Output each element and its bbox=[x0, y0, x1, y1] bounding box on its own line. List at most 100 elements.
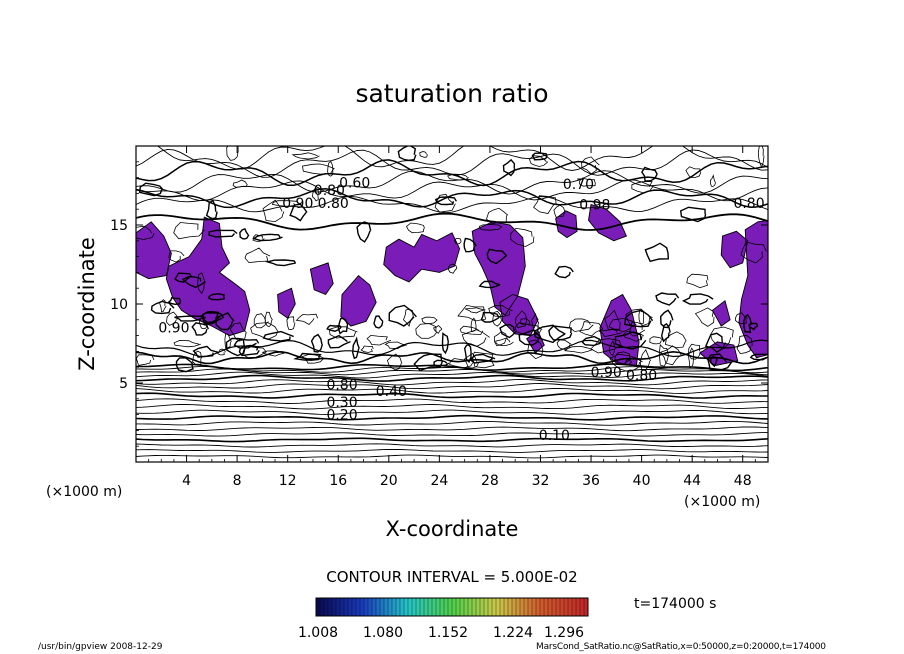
shaded-region-5 bbox=[383, 232, 460, 282]
colorbar-segment bbox=[456, 598, 461, 616]
contour-squiggle bbox=[252, 234, 265, 242]
colorbar-segment bbox=[352, 598, 357, 616]
contour-squiggle bbox=[681, 293, 714, 305]
contour-squiggle bbox=[660, 345, 682, 366]
contour-squiggle bbox=[356, 221, 372, 243]
colorbar-segment bbox=[436, 598, 441, 616]
contour-squiggle bbox=[686, 273, 709, 289]
x-tick-label-3: 16 bbox=[329, 473, 347, 489]
contour-line-lower bbox=[136, 374, 768, 382]
contour-squiggle bbox=[709, 356, 718, 368]
contour-squiggle bbox=[360, 345, 374, 353]
colorbar-segment bbox=[380, 598, 385, 616]
contour-squiggle bbox=[533, 195, 557, 214]
contour-squiggle bbox=[622, 331, 645, 342]
x-tick-label-9: 40 bbox=[633, 473, 651, 489]
contour-squiggle bbox=[664, 331, 687, 349]
contour-label-6: 0.80 bbox=[733, 196, 764, 212]
colorbar-segment bbox=[536, 598, 541, 616]
contour-squiggle bbox=[649, 336, 664, 345]
contour-squiggle bbox=[384, 341, 407, 350]
footer-right-text: MarsCond_SatRatio.nc@SatRatio,x=0:50000,… bbox=[536, 642, 826, 652]
colorbar-segment bbox=[360, 598, 365, 616]
contour-line-lower bbox=[136, 426, 768, 432]
contour-squiggle bbox=[478, 280, 501, 289]
contour-line-lower bbox=[136, 409, 768, 415]
colorbar-segment bbox=[468, 598, 473, 616]
shaded-region-8 bbox=[555, 210, 578, 238]
contour-squiggle bbox=[415, 323, 438, 339]
contour-squiggle bbox=[660, 322, 671, 343]
contour-squiggle bbox=[736, 334, 753, 355]
contour-squiggle bbox=[463, 344, 472, 364]
contour-squiggle bbox=[638, 309, 644, 324]
contour-squiggle bbox=[478, 224, 503, 231]
x-axis-unit: (×1000 m) bbox=[46, 484, 122, 500]
contour-squiggle bbox=[326, 324, 342, 332]
region-outline-11 bbox=[720, 230, 749, 269]
contour-squiggle bbox=[515, 310, 527, 328]
contour-line-upper bbox=[136, 159, 768, 187]
x-tick-label-5: 24 bbox=[430, 473, 448, 489]
colorbar-segment bbox=[480, 598, 485, 616]
contour-squiggle bbox=[469, 353, 496, 364]
contour-squiggle bbox=[710, 326, 734, 350]
contour-squiggle bbox=[192, 350, 202, 365]
colorbar-segment bbox=[404, 598, 409, 616]
colorbar-segment bbox=[336, 598, 341, 616]
colorbar-segment bbox=[332, 598, 337, 616]
colorbar-segment bbox=[532, 598, 537, 616]
x-tick-label-4: 20 bbox=[380, 473, 398, 489]
contour-line-band bbox=[136, 350, 768, 365]
contour-squiggle bbox=[419, 151, 428, 158]
contour-squiggle bbox=[463, 352, 480, 369]
contour-squiggle bbox=[262, 199, 285, 223]
region-outline-7 bbox=[499, 294, 539, 337]
contour-squiggle bbox=[262, 330, 294, 342]
colorbar-segment bbox=[464, 598, 469, 616]
contour-squiggle bbox=[470, 317, 477, 333]
contour-line-upper bbox=[136, 195, 768, 214]
contour-squiggle bbox=[205, 199, 218, 220]
contour-squiggle bbox=[655, 292, 680, 306]
contour-squiggle bbox=[486, 248, 508, 265]
contour-squiggle bbox=[518, 318, 531, 325]
colorbar-segment bbox=[580, 598, 585, 616]
contour-line-band bbox=[136, 339, 768, 358]
contour-squiggle bbox=[413, 353, 444, 372]
colorbar-segment bbox=[584, 598, 589, 616]
x-tick-label-2: 12 bbox=[279, 473, 297, 489]
colorbar-segment bbox=[540, 598, 545, 616]
contour-squiggle bbox=[548, 325, 573, 341]
contour-interval-text: CONTOUR INTERVAL = 5.000E-02 bbox=[326, 568, 577, 586]
contour-squiggle bbox=[529, 155, 549, 167]
contour-squiggle bbox=[494, 331, 508, 347]
colorbar-segment bbox=[476, 598, 481, 616]
colorbar-segment bbox=[392, 598, 397, 616]
contour-squiggle bbox=[166, 311, 179, 326]
contour-line-lower bbox=[136, 388, 768, 394]
contour-squiggle bbox=[241, 345, 267, 359]
shaded-region-6 bbox=[472, 221, 526, 316]
contour-squiggle bbox=[253, 313, 269, 329]
contour-squiggle bbox=[590, 338, 622, 354]
contour-squiggle bbox=[327, 334, 351, 349]
y-axis-label: Z-coordinate bbox=[75, 237, 99, 371]
colorbar-segment bbox=[420, 598, 425, 616]
colorbar-segment bbox=[356, 598, 361, 616]
contour-squiggle bbox=[609, 353, 643, 373]
shaded-region-1 bbox=[166, 217, 250, 336]
shaded-region-2 bbox=[277, 288, 296, 319]
colorbar-segment bbox=[376, 598, 381, 616]
contour-squiggle bbox=[598, 328, 622, 338]
colorbar-segment bbox=[384, 598, 389, 616]
contour-line-lower bbox=[136, 379, 768, 386]
contour-squiggle bbox=[614, 331, 647, 350]
contour-line-lower bbox=[136, 363, 768, 372]
contour-squiggle bbox=[510, 227, 535, 247]
contour-squiggle bbox=[261, 350, 285, 357]
colorbar-tick-label-4: 1.296 bbox=[544, 625, 584, 641]
colorbar-segment bbox=[548, 598, 553, 616]
contour-squiggle bbox=[499, 323, 517, 339]
region-outline-15 bbox=[711, 300, 731, 327]
